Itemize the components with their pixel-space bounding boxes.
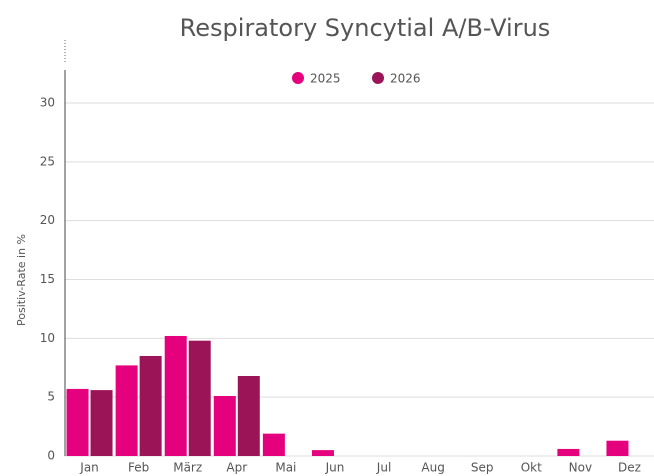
bar: [66, 388, 89, 456]
x-tick-label: Jun: [325, 461, 345, 475]
x-tick-label: Aug: [421, 461, 444, 475]
y-tick-label: 5: [47, 390, 55, 404]
x-tick-label: Feb: [128, 461, 149, 475]
bars: [66, 335, 629, 456]
y-tick-label: 20: [40, 213, 55, 227]
y-axis-label: Positiv-Rate in %: [15, 234, 28, 326]
x-tick-label: Okt: [521, 461, 542, 475]
legend-marker: [292, 72, 304, 84]
x-tick-label: Jan: [79, 461, 99, 475]
x-tick-label: Apr: [226, 461, 247, 475]
bar: [557, 448, 580, 456]
bar: [262, 433, 285, 456]
bar: [311, 450, 334, 456]
bar: [115, 365, 138, 456]
legend-marker: [372, 72, 384, 84]
bar: [188, 340, 211, 456]
bar: [90, 390, 113, 456]
x-tick-label: Dez: [618, 461, 641, 475]
legend: 2025 2026: [292, 72, 421, 86]
y-tick-label: 15: [40, 272, 55, 286]
x-tick-label: Jul: [376, 461, 391, 475]
y-tick-label: 10: [40, 331, 55, 345]
y-tick-label: 25: [40, 154, 55, 168]
y-tick-label: 30: [40, 96, 55, 110]
bar: [164, 335, 187, 456]
chart-title: Respiratory Syncytial A/B-Virus: [180, 14, 551, 42]
bar: [237, 375, 260, 456]
bar: [213, 395, 236, 456]
x-tick-label: Sep: [471, 461, 494, 475]
bar: [139, 355, 162, 456]
x-tick-label: Nov: [569, 461, 592, 475]
bar: [606, 440, 629, 456]
x-tick-label: Mai: [275, 461, 296, 475]
grid: 0 5 10 15 20 25 30: [40, 96, 654, 463]
legend-label: 2025: [310, 72, 341, 86]
legend-label: 2026: [390, 72, 421, 86]
y-tick-label: 0: [47, 449, 55, 463]
x-tick-label: März: [173, 461, 202, 475]
